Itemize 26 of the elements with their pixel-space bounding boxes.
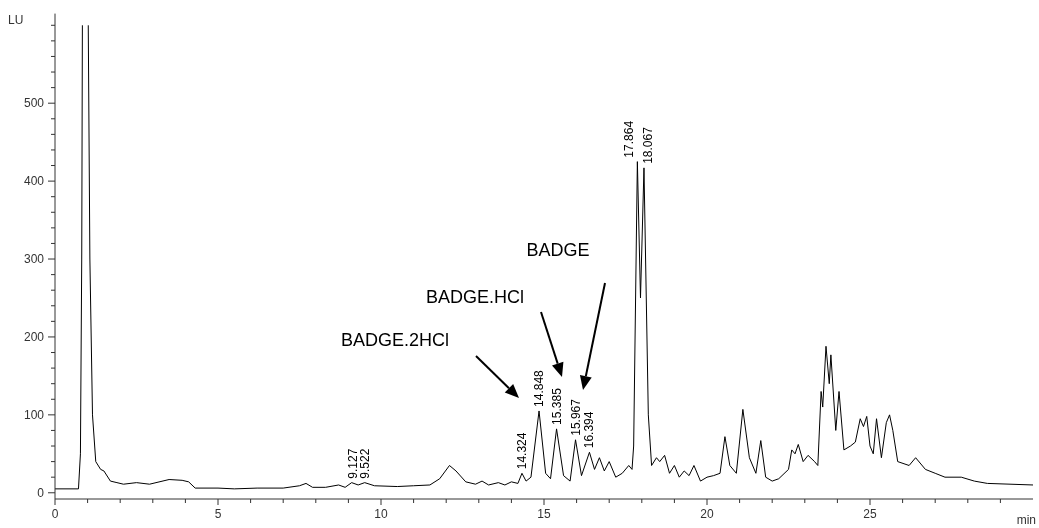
annotation: BADGE.HCl (425, 287, 525, 307)
annotation: 16.394 (582, 411, 597, 449)
y-tick-label: 100 (23, 407, 45, 422)
y-tick-label: 0 (37, 485, 45, 500)
annotation: 15.385 (549, 387, 564, 425)
x-tick-label: 15 (537, 507, 551, 521)
annotation: 9.127 (345, 448, 360, 479)
y-axis-title: LU (8, 13, 24, 27)
annotation: 18.067 (640, 126, 655, 164)
annotation: 14.324 (514, 432, 529, 470)
annotation: 17.864 (622, 120, 637, 158)
y-tick-label: 300 (23, 252, 45, 267)
x-tick-label: 0 (51, 507, 59, 521)
x-tick-label: 20 (700, 507, 714, 521)
x-axis-title: min (1016, 513, 1036, 527)
x-tick-label: 10 (374, 507, 388, 521)
y-tick-label: 500 (23, 96, 45, 111)
annotation: 9.522 (358, 448, 373, 479)
x-tick-label: 25 (863, 507, 877, 521)
x-tick-label: 5 (214, 507, 222, 521)
y-tick-label: 200 (23, 329, 45, 344)
y-tick-label: 400 (23, 174, 45, 189)
annotation: 15.967 (568, 398, 583, 436)
annotation: BADGE (526, 240, 590, 260)
annotation: 14.848 (532, 369, 547, 407)
annotation: BADGE.2HCl (340, 330, 450, 350)
